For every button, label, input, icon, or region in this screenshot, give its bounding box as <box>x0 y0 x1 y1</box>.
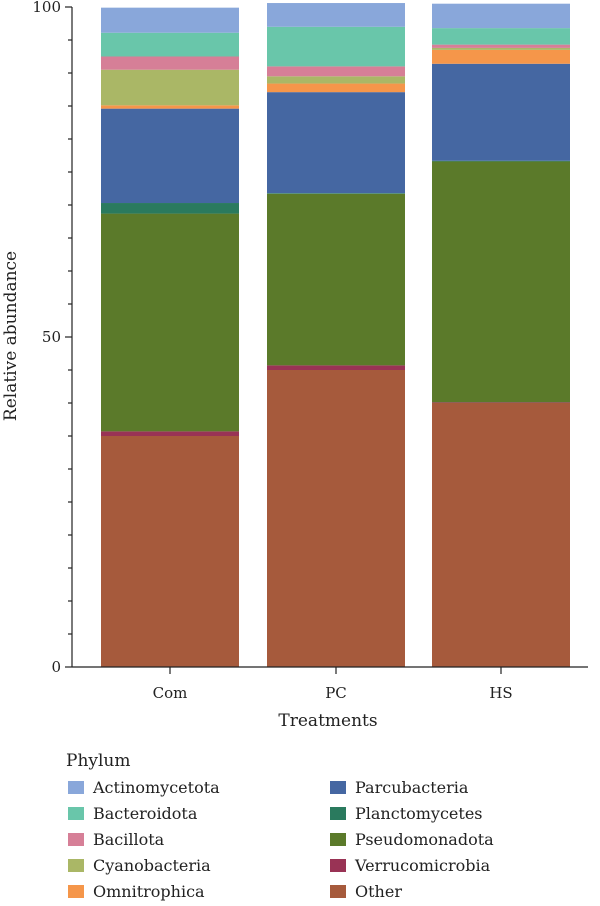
bar-segment-hs-parcubacteria <box>432 63 570 161</box>
legend-label-omnitrophica: Omnitrophica <box>93 882 205 901</box>
legend-swatch-actinomycetota <box>68 781 84 794</box>
x-tick-label: PC <box>325 684 347 702</box>
plot-area <box>101 3 570 667</box>
bar-segment-hs-pseudomonadota <box>432 161 570 403</box>
bar-segment-com-bacteroidota <box>101 32 239 57</box>
legend-swatch-other <box>330 885 346 898</box>
legend-swatch-verrucomicrobia <box>330 859 346 872</box>
legend-swatch-cyanobacteria <box>68 859 84 872</box>
bar-segment-pc-actinomycetota <box>267 3 405 27</box>
y-tick-label: 100 <box>32 0 61 16</box>
legend-label-parcubacteria: Parcubacteria <box>355 778 469 797</box>
y-tick-label: 50 <box>42 328 61 346</box>
bar-segment-com-planctomycetes <box>101 203 239 214</box>
bar-segment-com-pseudomonadota <box>101 213 239 432</box>
legend-swatch-pseudomonadota <box>330 833 346 846</box>
legend-label-other: Other <box>355 882 402 901</box>
bar-segment-hs-actinomycetota <box>432 3 570 29</box>
bar-segment-pc-bacteroidota <box>267 26 405 67</box>
bar-segment-hs-verrucomicrobia <box>432 402 570 403</box>
legend-label-actinomycetota: Actinomycetota <box>92 778 220 797</box>
y-tick-label: 0 <box>51 658 61 676</box>
legend-swatch-planctomycetes <box>330 807 346 820</box>
bar-segment-pc-other <box>267 370 405 667</box>
bar-segment-pc-bacillota <box>267 66 405 77</box>
bar-segment-pc-omnitrophica <box>267 83 405 93</box>
legend-swatch-bacteroidota <box>68 807 84 820</box>
bar-segment-com-other <box>101 436 239 667</box>
legend-label-bacillota: Bacillota <box>93 830 165 849</box>
bar-segment-hs-planctomycetes <box>432 160 570 162</box>
bar-segment-com-parcubacteria <box>101 108 239 204</box>
bar-segment-com-verrucomicrobia <box>101 431 239 436</box>
x-tick-label: Com <box>153 684 188 702</box>
bar-segment-hs-other <box>432 403 570 667</box>
legend: Phylum Actinomycetota Bacteroidota Bacillo… <box>66 751 494 901</box>
x-tick-label: HS <box>489 684 512 702</box>
bar-segment-pc-parcubacteria <box>267 92 405 194</box>
bar-segment-hs-bacillota <box>432 44 570 48</box>
legend-label-bacteroidota: Bacteroidota <box>93 804 198 823</box>
bar-segment-com-cyanobacteria <box>101 69 239 106</box>
bar-segment-hs-cyanobacteria <box>432 47 570 50</box>
legend-swatch-bacillota <box>68 833 84 846</box>
bar-segment-pc-planctomycetes <box>267 193 405 194</box>
bar-segment-hs-bacteroidota <box>432 28 570 45</box>
y-axis-title: Relative abundance <box>1 251 21 421</box>
bar-segment-pc-pseudomonadota <box>267 193 405 366</box>
bar-segment-pc-cyanobacteria <box>267 76 405 84</box>
bar-segment-hs-omnitrophica <box>432 49 570 64</box>
legend-label-planctomycetes: Planctomycetes <box>355 804 483 823</box>
legend-label-verrucomicrobia: Verrucomicrobia <box>354 856 491 875</box>
legend-title: Phylum <box>66 751 131 771</box>
y-axis: 0 50 100 <box>32 0 73 676</box>
bar-segment-com-bacillota <box>101 56 239 70</box>
bar-segment-pc-verrucomicrobia <box>267 365 405 370</box>
bar-segment-com-actinomycetota <box>101 7 239 33</box>
legend-swatch-parcubacteria <box>330 781 346 794</box>
legend-label-cyanobacteria: Cyanobacteria <box>93 856 211 875</box>
x-axis-title: Treatments <box>278 711 377 731</box>
bar-segment-com-omnitrophica <box>101 105 239 109</box>
legend-swatch-omnitrophica <box>68 885 84 898</box>
x-axis: Com PC HS <box>72 666 588 702</box>
legend-label-pseudomonadota: Pseudomonadota <box>355 830 494 849</box>
